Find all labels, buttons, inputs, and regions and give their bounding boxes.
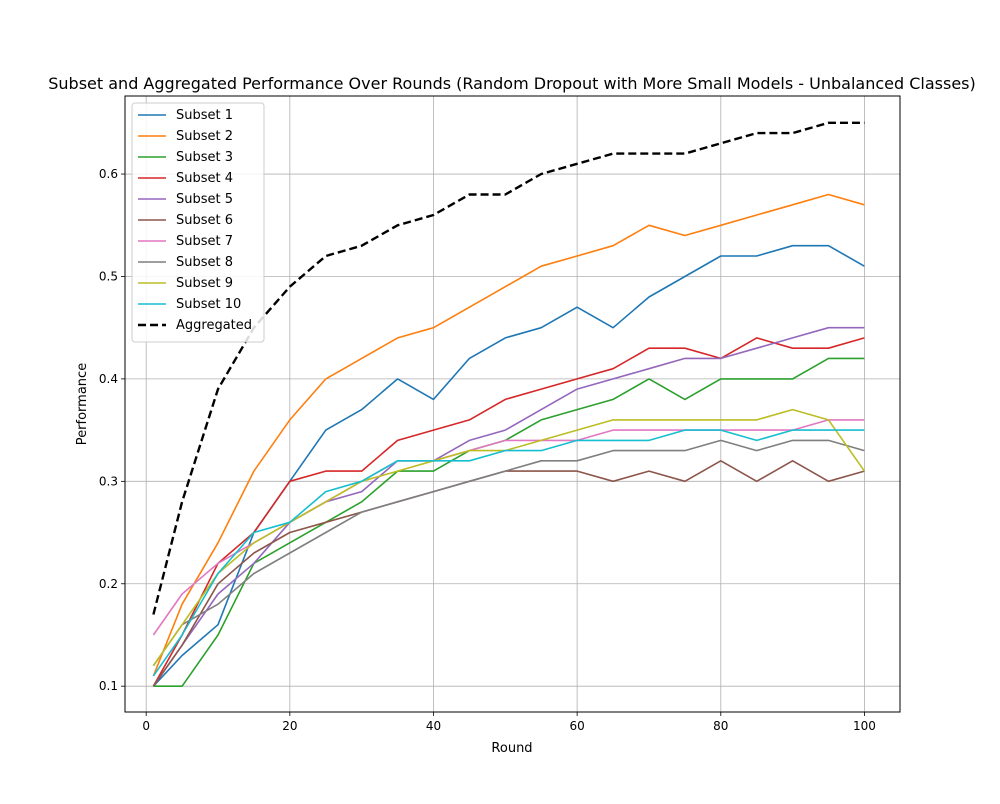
series-line-subset-10 <box>152 429 865 677</box>
series-line-aggregated <box>152 121 865 615</box>
series-line-subset-8 <box>152 439 865 667</box>
axis-ticks: 0 20 40 60 80 100 0.1 0.2 0.3 0.4 0.5 0.6 <box>99 167 876 733</box>
x-tick-label: 80 <box>713 719 728 733</box>
x-axis-label: Round <box>491 741 532 756</box>
legend-label-subset-10: Subset 10 <box>176 297 241 312</box>
y-tick-label: 0.5 <box>99 269 118 283</box>
legend-label-subset-6: Subset 6 <box>176 213 233 228</box>
legend-label-subset-8: Subset 8 <box>176 255 233 270</box>
plot-frame <box>124 95 901 713</box>
y-tick-label: 0.2 <box>99 577 118 591</box>
series-line-subset-4 <box>152 337 865 687</box>
y-tick-label: 0.1 <box>99 679 118 693</box>
y-axis-label: Performance <box>75 363 90 445</box>
y-tick-label: 0.3 <box>99 474 118 488</box>
y-tick-label: 0.4 <box>99 372 118 386</box>
series-lines <box>152 121 866 688</box>
legend-label-subset-4: Subset 4 <box>176 171 233 186</box>
chart-title: Subset and Aggregated Performance Over R… <box>48 74 976 93</box>
y-tick-label: 0.6 <box>99 167 118 181</box>
legend-label-subset-5: Subset 5 <box>176 192 233 207</box>
legend-label-subset-1: Subset 1 <box>176 108 233 123</box>
legend-label-subset-9: Subset 9 <box>176 276 233 291</box>
x-tick-label: 20 <box>282 719 297 733</box>
legend-label-aggregated: Aggregated <box>176 318 252 333</box>
series-line-subset-2 <box>152 193 865 677</box>
x-tick-label: 100 <box>853 719 876 733</box>
x-tick-label: 0 <box>142 719 150 733</box>
legend-label-subset-2: Subset 2 <box>176 129 233 144</box>
series-line-subset-5 <box>152 326 865 687</box>
legend: Subset 1 Subset 2 Subset 3 Subset 4 Subset 5… <box>131 102 265 343</box>
legend-label-subset-7: Subset 7 <box>176 234 233 249</box>
x-tick-label: 60 <box>570 719 585 733</box>
x-tick-label: 40 <box>426 719 441 733</box>
legend-label-subset-3: Subset 3 <box>176 150 233 165</box>
